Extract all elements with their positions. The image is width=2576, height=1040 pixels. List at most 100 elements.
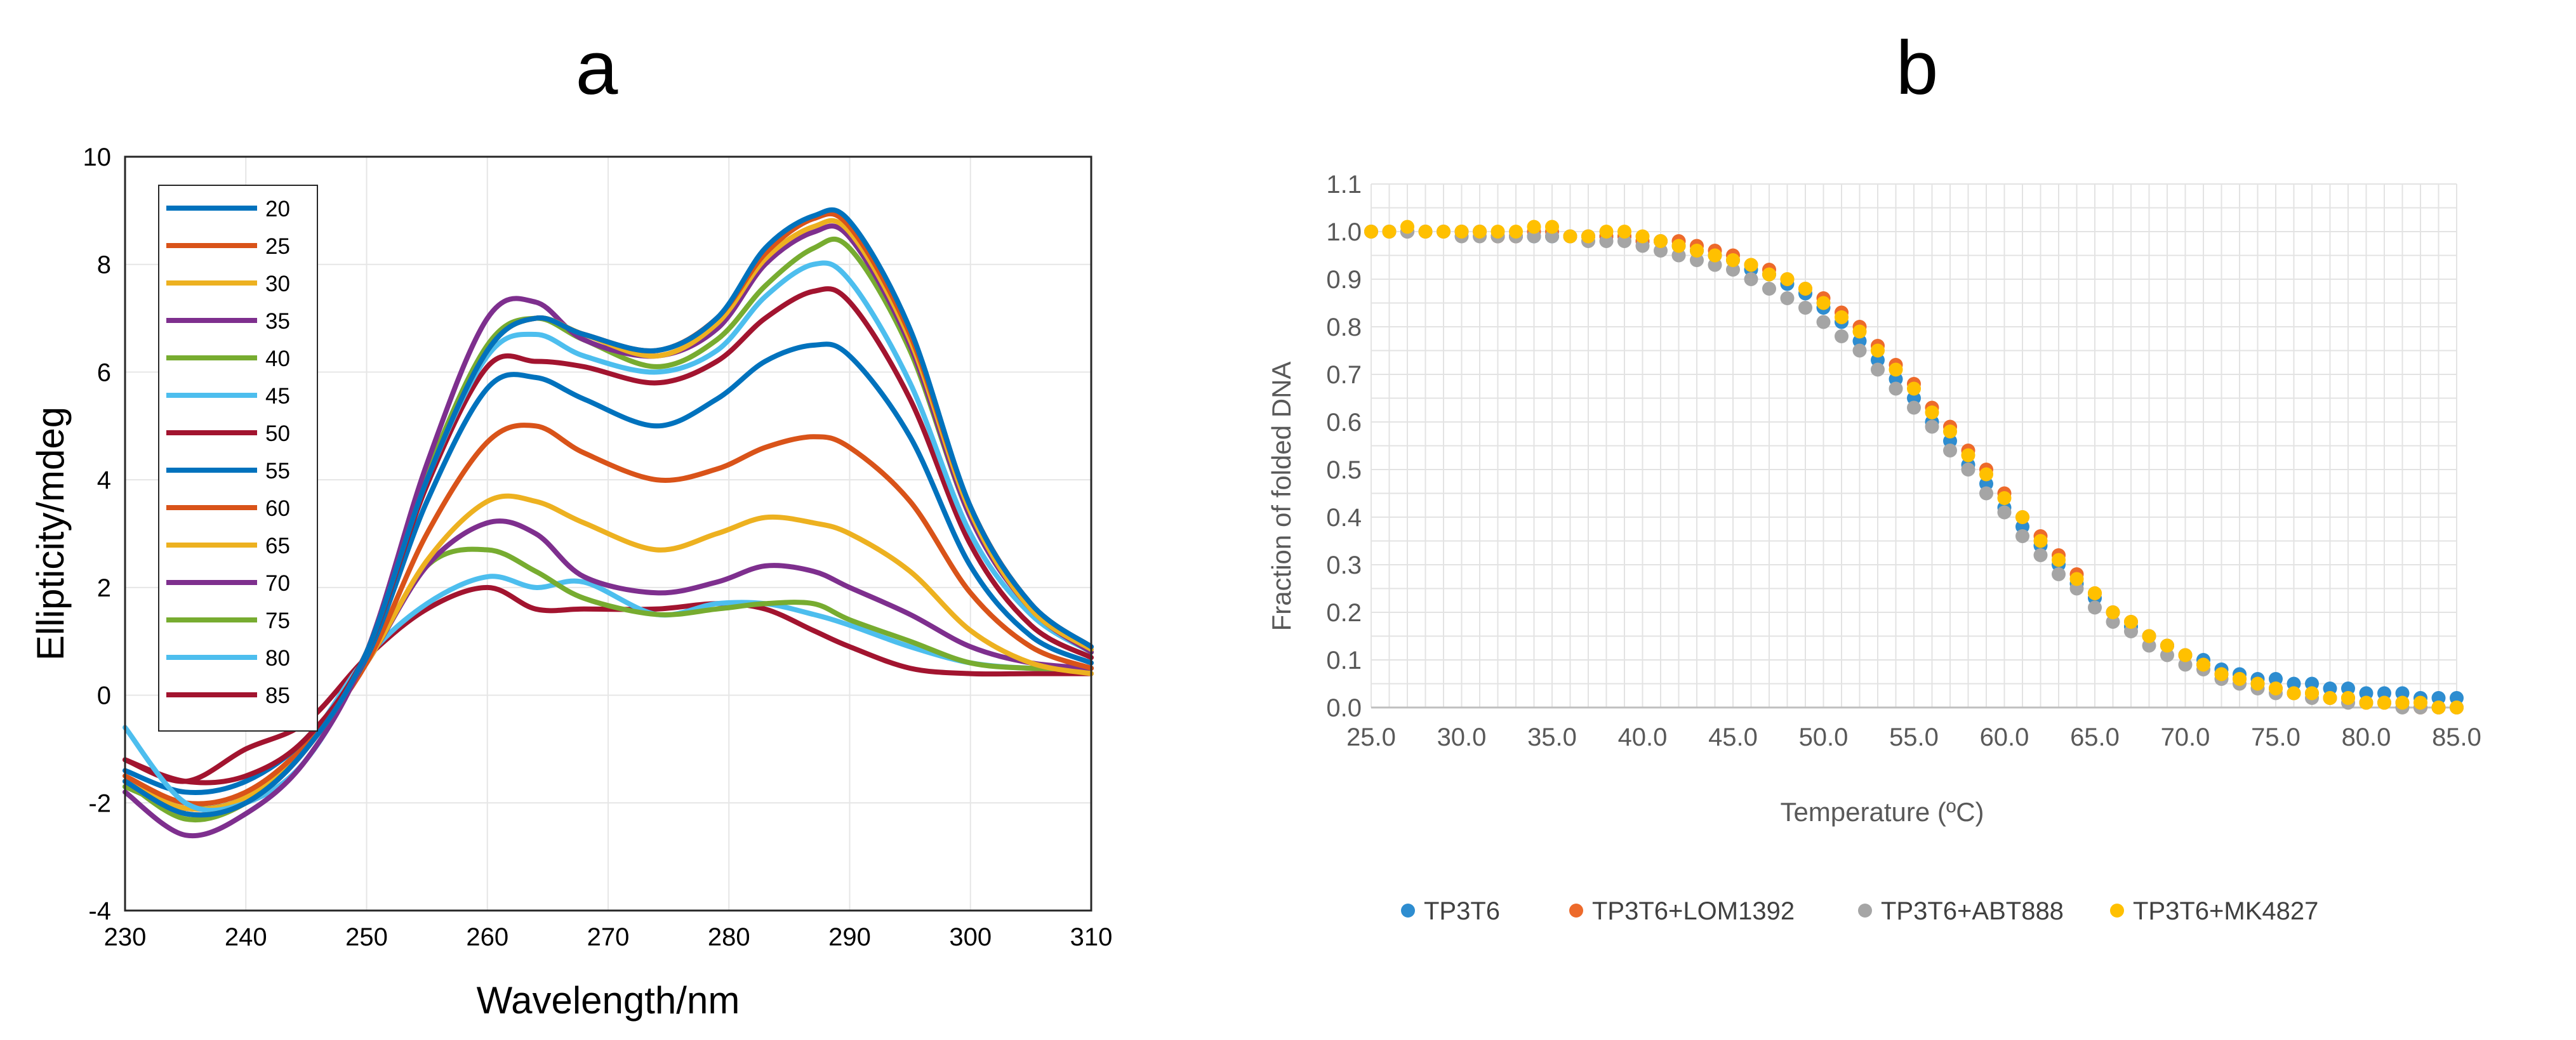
panel-b-y-tick-label: 0.3: [1326, 551, 1362, 579]
panel-a-legend-label-80: 80: [265, 646, 290, 671]
panel-a-x-tick-label: 230: [104, 923, 147, 951]
panel-b-data-points: [1364, 220, 2464, 714]
panel-b-legend-marker-TP3T6: [1401, 904, 1415, 918]
panel-b-point-TP3T6+ABT888: [2033, 548, 2048, 562]
panel-b-point-TP3T6+MK4827: [1979, 467, 1993, 482]
panel-a-y-tick-label: -4: [88, 897, 111, 925]
panel-b-x-tick-label: 30.0: [1437, 723, 1487, 751]
panel-b-point-TP3T6+MK4827: [2106, 605, 2120, 619]
panel-b-point-TP3T6+MK4827: [1364, 225, 1378, 239]
panel-b-y-tick-label: 0.5: [1326, 456, 1362, 484]
panel-b-point-TP3T6+MK4827: [1581, 229, 1595, 244]
panel-b-y-tick-label: 0.4: [1326, 504, 1362, 532]
panel-b-y-tick-label: 0.9: [1326, 266, 1362, 294]
panel-b-point-TP3T6+MK4827: [2269, 681, 2283, 695]
panel-a-y-tick-label: 6: [97, 359, 111, 386]
panel-b-point-TP3T6+ABT888: [1744, 272, 1758, 286]
panel-a-legend-label-35: 35: [265, 309, 290, 334]
panel-b-point-TP3T6+MK4827: [1835, 310, 1849, 324]
panel-a-legend-label-30: 30: [265, 272, 290, 296]
panel-b-x-axis-title: Temperature (ºC): [1780, 797, 1984, 827]
panel-a-y-tick-label: 4: [97, 466, 111, 494]
panel-a-x-tick-label: 260: [466, 923, 508, 951]
panel-a-legend-label-25: 25: [265, 234, 290, 259]
panel-b-x-tick-label: 70.0: [2161, 723, 2210, 751]
panel-a-y-tick-label: 2: [97, 574, 111, 602]
panel-a-y-tick-label: 0: [97, 682, 111, 710]
panel-b-point-TP3T6+MK4827: [2413, 695, 2427, 710]
panel-b-point-TP3T6+ABT888: [1835, 329, 1849, 343]
panel-b-point-TP3T6+MK4827: [2450, 701, 2464, 714]
panel-b-point-TP3T6+ABT888: [1816, 315, 1831, 329]
panel-a-line-series-20: [123, 207, 1094, 818]
panel-a-x-tick-label: 290: [828, 923, 871, 951]
panel-b-point-TP3T6+ABT888: [1871, 362, 1885, 377]
panel-b-point-TP3T6+ABT888: [1762, 282, 1776, 296]
panel-b-point-TP3T6+MK4827: [1744, 258, 1758, 272]
panel-b-point-TP3T6+MK4827: [2088, 586, 2102, 600]
panel-b-point-TP3T6+MK4827: [1599, 225, 1614, 239]
panel-b-point-TP3T6+ABT888: [2015, 529, 2029, 543]
panel-b-point-TP3T6+MK4827: [2196, 657, 2210, 672]
panel-a-legend-label-45: 45: [265, 384, 290, 409]
panel-b-y-tick-label: 0.1: [1326, 647, 1362, 675]
panel-b-point-TP3T6+MK4827: [1889, 362, 1903, 377]
panel-b-point-TP3T6+MK4827: [1437, 225, 1451, 239]
panel-a-y-axis-title: Ellipticity/mdeg: [29, 407, 72, 661]
panel-a-line-series-60: [123, 423, 1094, 806]
panel-a-x-tick-labels: 230 240 250 260 270 280 290 300 310: [104, 923, 1113, 951]
panel-a-legend-label-70: 70: [265, 571, 290, 596]
panel-a-plot-frame: [124, 155, 1092, 912]
panel-b-legend-marker-TP3T6+LOM1392: [1569, 904, 1583, 918]
panel-b-point-TP3T6+MK4827: [1454, 225, 1469, 239]
panel-b-point-TP3T6+ABT888: [1961, 463, 1975, 477]
panel-b-chart: b 25.0 30.0 35.0 40.0 45.0 50.0 55.0 60.0 65.0 70…: [1266, 25, 2481, 925]
panel-b-legend-marker-TP3T6+MK4827: [2110, 904, 2124, 918]
panel-a-legend-box: [158, 185, 318, 732]
panel-a-y-tick-label: 10: [83, 143, 112, 171]
panel-b-point-TP3T6+MK4827: [1617, 225, 1631, 239]
panel-b-point-TP3T6+MK4827: [2052, 553, 2066, 567]
panel-b-point-TP3T6+MK4827: [1400, 220, 1414, 234]
panel-b-point-TP3T6+MK4827: [2160, 638, 2174, 653]
panel-b-x-tick-labels: 25.0 30.0 35.0 40.0 45.0 50.0 55.0 60.0 65.0 70.0…: [1346, 723, 2481, 751]
panel-a-x-tick-label: 270: [587, 923, 630, 951]
panel-b-point-TP3T6+ABT888: [2088, 600, 2102, 615]
panel-b-y-tick-label: 0.8: [1326, 313, 1362, 341]
panel-a-label: a: [576, 25, 618, 110]
panel-b-point-TP3T6+MK4827: [1762, 267, 1776, 282]
panel-b-point-TP3T6+ABT888: [1925, 419, 1939, 434]
panel-b-point-TP3T6+MK4827: [1708, 248, 1722, 263]
panel-b-point-TP3T6+MK4827: [2377, 695, 2391, 710]
panel-b-point-TP3T6+MK4827: [1563, 229, 1577, 244]
panel-a-y-tick-label: 8: [97, 251, 111, 279]
panel-a-legend-label-65: 65: [265, 534, 290, 558]
panel-b-legend: TP3T6 TP3T6+LOM1392 TP3T6+ABT888 TP3T6+MK48…: [1401, 897, 2318, 925]
panel-b-label: b: [1896, 25, 1939, 110]
panel-a-legend: 20 25 30 35 40 45 50 55 60 65 70 75 80 85: [158, 185, 318, 732]
panel-b-point-TP3T6+MK4827: [1473, 225, 1487, 239]
panel-b-y-tick-label: 0.0: [1326, 694, 1362, 722]
panel-b-point-TP3T6+MK4827: [2142, 629, 2156, 643]
panel-b-point-TP3T6+MK4827: [2233, 672, 2247, 686]
panel-a-x-tick-label: 280: [708, 923, 750, 951]
panel-a-x-tick-label: 300: [949, 923, 992, 951]
panel-b-point-TP3T6+MK4827: [1527, 220, 1541, 234]
panel-b-point-TP3T6+MK4827: [1907, 381, 1921, 396]
panel-b-y-tick-label: 1.1: [1326, 171, 1362, 199]
panel-b-point-TP3T6+MK4827: [1816, 296, 1831, 310]
panel-a-x-tick-label: 250: [345, 923, 388, 951]
panel-b-x-tick-label: 75.0: [2251, 723, 2300, 751]
panel-b-point-TP3T6+MK4827: [1798, 282, 1812, 296]
panel-b-point-TP3T6+ABT888: [1979, 486, 1993, 501]
panel-a-legend-label-55: 55: [265, 459, 290, 484]
panel-b-legend-label-TP3T6+LOM1392: TP3T6+LOM1392: [1592, 897, 1795, 925]
panel-b-point-TP3T6+MK4827: [2395, 695, 2410, 710]
panel-a-x-tick-label: 240: [225, 923, 267, 951]
panel-a-line-series-85: [123, 584, 1094, 784]
panel-b-x-tick-label: 50.0: [1799, 723, 1849, 751]
panel-b-point-TP3T6+ABT888: [1889, 381, 1903, 396]
panel-a-legend-label-50: 50: [265, 421, 290, 446]
panel-b-point-TP3T6+MK4827: [2341, 691, 2355, 705]
